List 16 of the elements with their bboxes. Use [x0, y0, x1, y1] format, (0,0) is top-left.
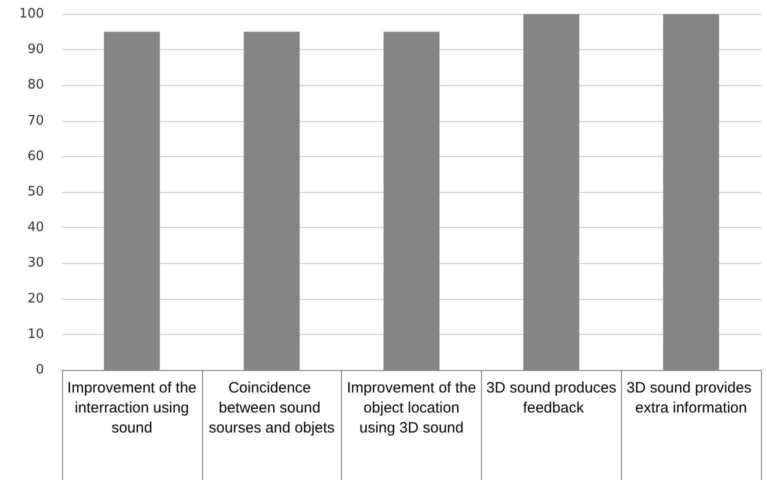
x-tick-label: 3D sound provides extra information: [626, 380, 756, 416]
y-tick-label: 10: [27, 326, 44, 342]
y-tick-label: 40: [27, 220, 44, 236]
y-tick-label: 30: [27, 256, 44, 271]
y-tick-label: 90: [27, 42, 44, 58]
y-tick-label: 100: [19, 6, 44, 22]
y-tick-label: 20: [27, 291, 44, 306]
x-tick-label: 3D sound produces feedback: [486, 380, 616, 416]
y-tick-label: 0: [36, 362, 44, 378]
y-tick-label: 70: [27, 113, 44, 128]
y-tick-label: 60: [27, 148, 44, 164]
x-tick-label: Coincidence between sound sourses and objets: [208, 380, 335, 436]
x-tick-label: Improvement of the interraction using sound: [67, 380, 197, 436]
y-tick-label: 50: [27, 184, 44, 200]
x-tick-label: Improvement of the object location using 3D sound: [346, 380, 476, 436]
y-tick-label: 80: [27, 78, 44, 93]
